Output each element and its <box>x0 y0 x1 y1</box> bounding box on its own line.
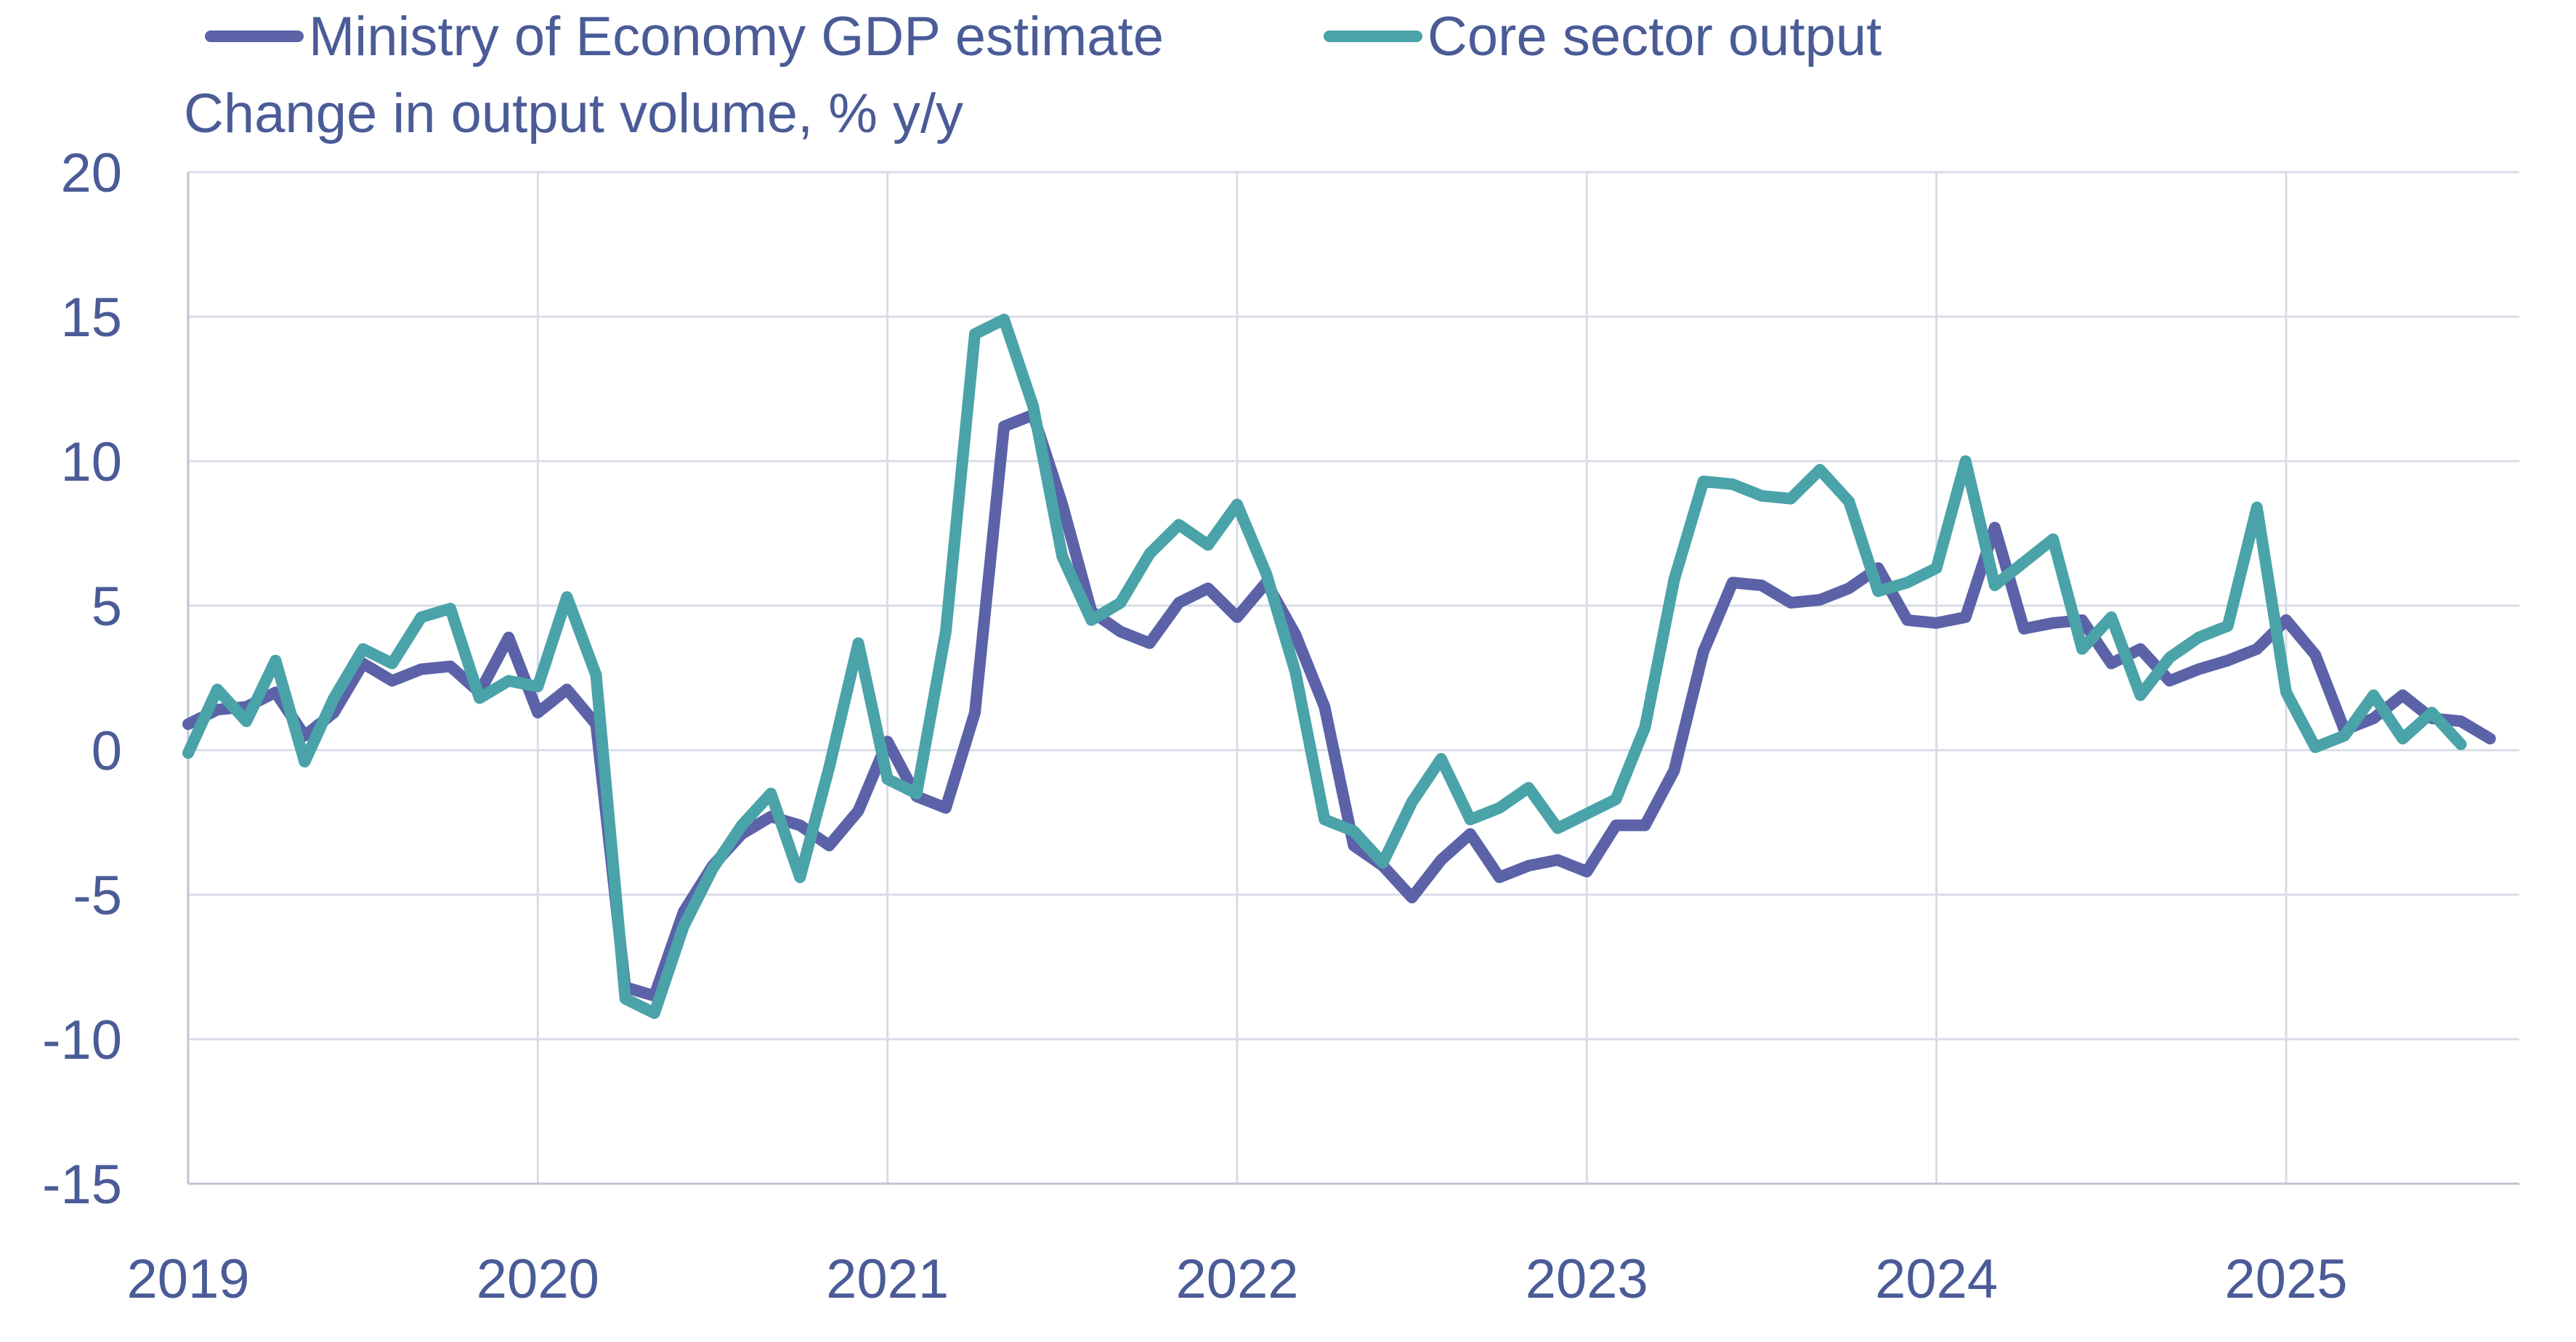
y-tick-label: 20 <box>60 142 122 204</box>
y-tick-label: -15 <box>42 1154 122 1216</box>
x-tick-label: 2023 <box>1526 1248 1648 1310</box>
x-tick-label: 2025 <box>2224 1248 2347 1310</box>
x-axis-tick-labels: 2019 2020 2021 2022 2023 2024 2025 <box>126 1248 2347 1310</box>
x-tick-label: 2021 <box>826 1248 949 1310</box>
y-tick-label: 5 <box>92 576 122 638</box>
legend: Ministry of Economy GDP estimate Core sec… <box>205 6 1882 68</box>
legend-label-2: Core sector output <box>1427 6 1882 68</box>
y-axis-tick-labels: -15 -10 -5 0 5 10 15 20 <box>42 142 122 1216</box>
series-line-2 <box>182 314 2467 1020</box>
y-tick-label: 15 <box>60 287 122 349</box>
y-tick-label: -10 <box>42 1009 122 1071</box>
x-tick-label: 2022 <box>1175 1248 1298 1310</box>
axes <box>187 172 2519 1185</box>
series-lines <box>182 314 2496 1020</box>
y-tick-label: 10 <box>60 431 122 493</box>
x-tick-label: 2024 <box>1875 1248 1998 1310</box>
series-line-1 <box>182 409 2496 1002</box>
y-tick-label: -5 <box>73 865 122 927</box>
chart-subtitle: Change in output volume, % y/y <box>184 83 963 145</box>
x-tick-label: 2019 <box>126 1248 249 1310</box>
y-tick-label: 0 <box>92 720 122 782</box>
legend-label-1: Ministry of Economy GDP estimate <box>309 6 1164 68</box>
x-tick-label: 2020 <box>477 1248 599 1310</box>
